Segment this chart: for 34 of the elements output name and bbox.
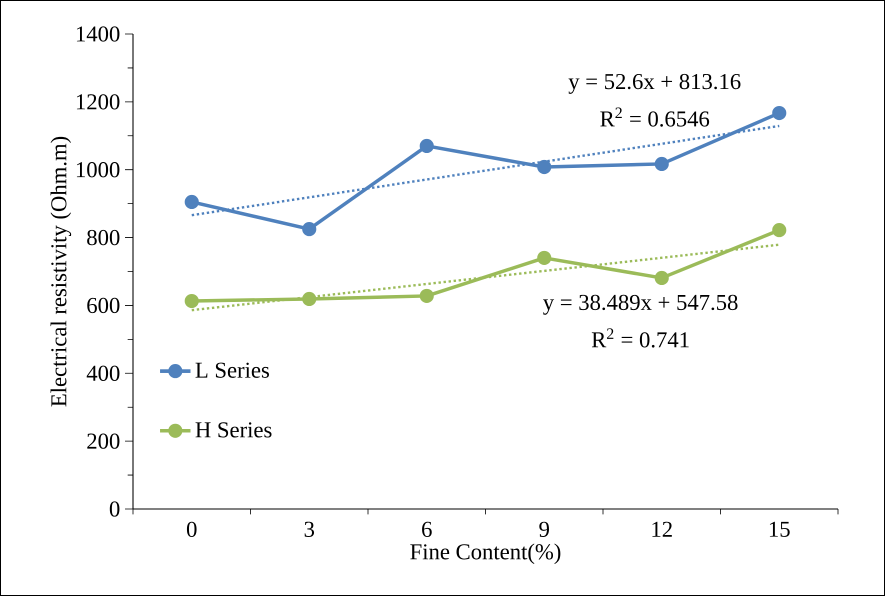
y-tick-label: 1200 bbox=[76, 94, 120, 110]
x-axis-title: Fine Content(%) bbox=[410, 543, 560, 564]
annotation: y = 38.489x + 547.58 bbox=[543, 294, 738, 315]
x-tick-label: 0 bbox=[186, 522, 197, 538]
y-tick-label: 600 bbox=[87, 298, 120, 314]
point bbox=[184, 294, 199, 308]
point bbox=[772, 106, 786, 120]
y-tick-label: 800 bbox=[87, 230, 120, 246]
x-tick-label: 9 bbox=[539, 522, 549, 537]
annotation: y = 52.6x + 813.16 bbox=[568, 74, 740, 94]
point bbox=[302, 222, 316, 236]
x-tick-label: 12 bbox=[652, 522, 672, 537]
y-tick-label: 1400 bbox=[76, 26, 120, 42]
point bbox=[420, 138, 434, 154]
point bbox=[420, 288, 434, 303]
point bbox=[772, 223, 786, 238]
y-tick-label: 200 bbox=[87, 433, 120, 449]
x-tick-label: 6 bbox=[422, 522, 432, 537]
y-axis-title: Electrical resistivity (Ohm.m) bbox=[50, 136, 72, 406]
annotation: R$^{2}$ = 0.741 bbox=[592, 328, 689, 348]
point bbox=[654, 156, 669, 172]
legend-label: H Series bbox=[196, 422, 272, 438]
point bbox=[537, 250, 552, 265]
point bbox=[654, 270, 669, 286]
point bbox=[302, 292, 316, 306]
y-tick-label: 1000 bbox=[76, 162, 120, 178]
y-tick-label: 0 bbox=[110, 501, 120, 517]
x-tick-label: 3 bbox=[304, 522, 314, 537]
legend-label: L Series bbox=[196, 362, 269, 378]
y-tick-label: 400 bbox=[86, 366, 120, 381]
annotation: R$^{2}$ = 0.6546 bbox=[600, 108, 710, 127]
point bbox=[537, 160, 552, 174]
point bbox=[184, 194, 199, 210]
x-tick-label: 15 bbox=[770, 522, 790, 537]
